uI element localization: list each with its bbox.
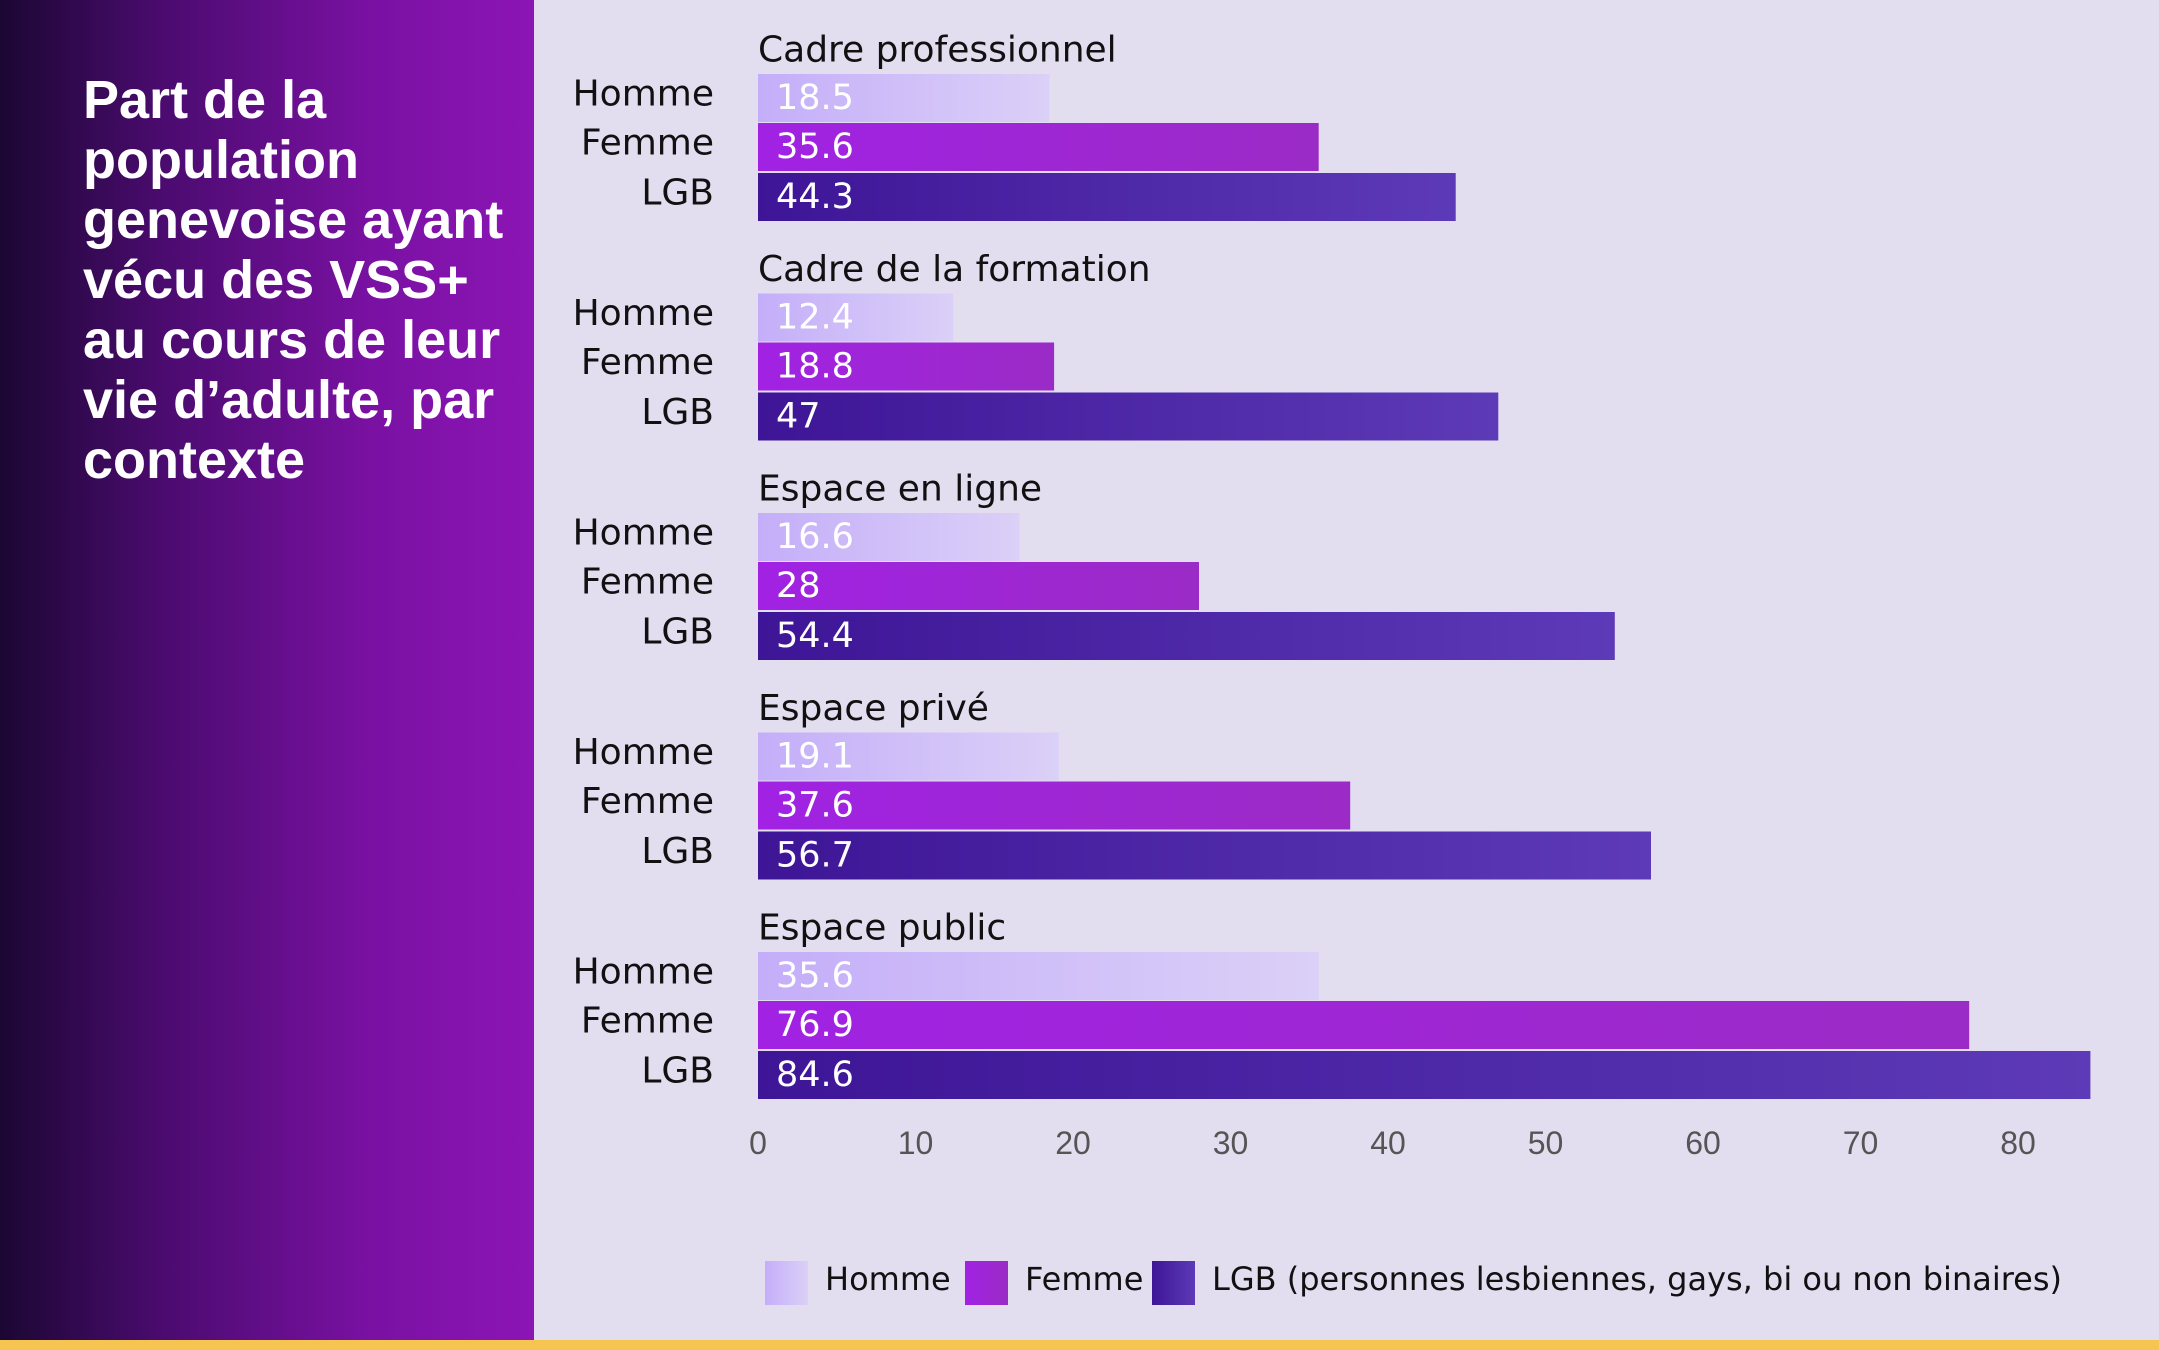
- group-0: Cadre professionnel Homme 18.5 Femme 35.6 LGB…: [573, 30, 1456, 221]
- group-label: Cadre professionnel: [758, 30, 1117, 71]
- x-tick-label: 0: [749, 1125, 767, 1161]
- bar-homme: [758, 293, 954, 342]
- x-tick-label: 50: [1528, 1125, 1564, 1161]
- bar-value-label: 44.3: [776, 177, 854, 217]
- row-label-homme: Homme: [573, 732, 714, 773]
- legend-label: LGB (personnes lesbiennes, gays, bi ou n…: [1212, 1260, 2062, 1298]
- row-label-lgb: LGB: [641, 612, 714, 653]
- legend-swatch: [965, 1261, 1008, 1305]
- row-label-lgb: LGB: [641, 831, 714, 872]
- row-label-lgb: LGB: [641, 392, 714, 433]
- legend-label: Homme: [825, 1260, 951, 1298]
- group-3: Espace privé Homme 19.1 Femme 37.6 LGB 56.7: [573, 688, 1651, 880]
- legend-label: Femme: [1025, 1260, 1143, 1298]
- group-label: Cadre de la formation: [758, 249, 1151, 290]
- bar-femme: [758, 781, 1351, 830]
- group-4: Espace public Homme 35.6 Femme 76.9 LGB 84.6: [573, 908, 2091, 1099]
- x-tick-label: 80: [2000, 1125, 2036, 1161]
- group-1: Cadre de la formation Homme 12.4 Femme 18.8 L…: [573, 249, 1499, 441]
- accent-strip: [0, 1340, 2159, 1350]
- bar-homme: [758, 513, 1020, 561]
- bar-value-label: 12.4: [776, 298, 854, 338]
- group-label: Espace public: [758, 908, 1006, 949]
- bar-value-label: 54.4: [776, 616, 854, 656]
- x-tick-label: 40: [1370, 1125, 1406, 1161]
- bar-value-label: 76.9: [776, 1005, 854, 1045]
- bar-lgb: [758, 392, 1499, 441]
- legend-item-femme: Femme: [965, 1260, 1143, 1305]
- bar-femme: [758, 123, 1319, 171]
- group-label: Espace privé: [758, 688, 989, 729]
- bar-value-label: 35.6: [776, 956, 854, 996]
- row-label-femme: Femme: [581, 342, 714, 383]
- bar-value-label: 19.1: [776, 737, 854, 777]
- bar-lgb: [758, 612, 1615, 660]
- bar-homme: [758, 952, 1319, 1000]
- bar-value-label: 35.6: [776, 127, 854, 167]
- group-2: Espace en ligne Homme 16.6 Femme 28 LGB 54.4: [573, 469, 1615, 660]
- bar-value-label: 16.6: [776, 517, 854, 557]
- x-axis: 0 10 20 30 40 50 60 70 80: [749, 1125, 2036, 1161]
- chart-title: Part de la population genevoise ayant vé…: [83, 70, 504, 490]
- legend: Homme Femme LGB (personnes lesbiennes, gay…: [765, 1260, 2062, 1305]
- bar-value-label: 18.5: [776, 78, 854, 118]
- title-panel: Part de la population genevoise ayant vé…: [0, 0, 534, 1340]
- x-tick-label: 20: [1055, 1125, 1091, 1161]
- bar-lgb: [758, 1051, 2091, 1099]
- bar-value-label: 37.6: [776, 786, 854, 826]
- bar-value-label: 47: [776, 397, 821, 437]
- row-label-homme: Homme: [573, 952, 714, 993]
- bar-value-label: 28: [776, 566, 821, 606]
- bar-homme: [758, 732, 1059, 781]
- bar-homme: [758, 74, 1050, 122]
- row-label-femme: Femme: [581, 123, 714, 164]
- bar-femme: [758, 1001, 1970, 1049]
- bar-femme: [758, 562, 1199, 610]
- bar-lgb: [758, 831, 1651, 880]
- bar-value-label: 18.8: [776, 347, 854, 387]
- group-label: Espace en ligne: [758, 469, 1042, 510]
- legend-item-lgb: LGB (personnes lesbiennes, gays, bi ou n…: [1152, 1260, 2062, 1305]
- row-label-lgb: LGB: [641, 1051, 714, 1092]
- x-tick-label: 30: [1213, 1125, 1249, 1161]
- x-tick-label: 10: [898, 1125, 934, 1161]
- x-tick-label: 70: [1843, 1125, 1879, 1161]
- row-label-homme: Homme: [573, 74, 714, 115]
- row-label-femme: Femme: [581, 1001, 714, 1042]
- legend-item-homme: Homme: [765, 1260, 951, 1305]
- row-label-femme: Femme: [581, 562, 714, 603]
- bar-value-label: 84.6: [776, 1055, 854, 1095]
- row-label-lgb: LGB: [641, 173, 714, 214]
- bar-lgb: [758, 173, 1456, 221]
- row-label-femme: Femme: [581, 781, 714, 822]
- legend-swatch: [765, 1261, 808, 1305]
- bar-value-label: 56.7: [776, 836, 854, 876]
- bar-femme: [758, 342, 1055, 391]
- chart-groups: Cadre professionnel Homme 18.5 Femme 35.6 LGB…: [573, 30, 2091, 1099]
- x-tick-label: 60: [1685, 1125, 1721, 1161]
- legend-swatch: [1152, 1261, 1195, 1305]
- row-label-homme: Homme: [573, 513, 714, 554]
- row-label-homme: Homme: [573, 293, 714, 334]
